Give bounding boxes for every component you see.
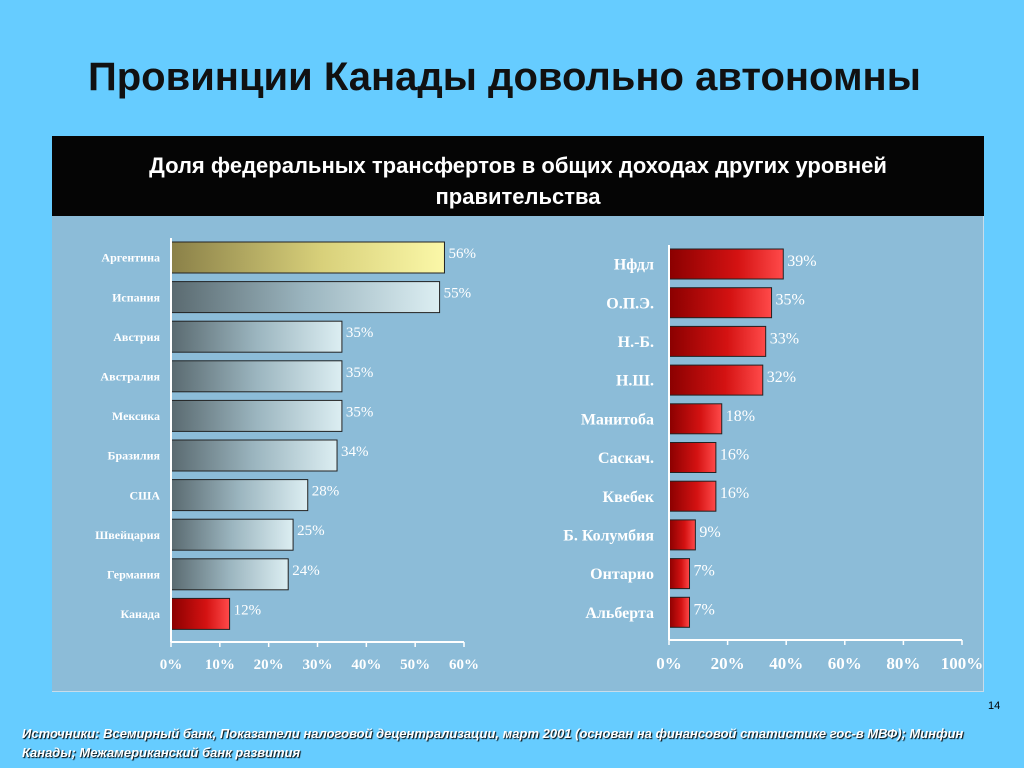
- category-label: Альберта: [585, 605, 654, 622]
- category-label: Саскач.: [598, 450, 654, 467]
- sources-note: Источники: Всемирный банк, Показатели на…: [22, 726, 964, 760]
- category-label: Манитоба: [581, 411, 654, 428]
- category-label: О.П.Э.: [606, 295, 654, 312]
- data-label: 35%: [776, 292, 805, 309]
- data-label: 39%: [787, 253, 816, 270]
- data-label: 12%: [234, 602, 262, 618]
- bar: [170, 518, 294, 551]
- category-label: Онтарио: [590, 566, 654, 583]
- data-label: 34%: [341, 444, 369, 460]
- bar: [170, 597, 231, 630]
- data-label: 35%: [346, 325, 374, 341]
- x-tick-label: 10%: [205, 657, 235, 673]
- category-label: Аргентина: [101, 251, 160, 265]
- data-label: 7%: [694, 601, 715, 618]
- x-tick-label: 40%: [351, 657, 381, 673]
- bar: [668, 287, 773, 319]
- data-label: 25%: [297, 523, 325, 539]
- bar: [668, 596, 691, 628]
- bar: [668, 248, 784, 280]
- category-label: США: [129, 488, 160, 502]
- chart-header: Доля федеральных трансфертов в общих дох…: [52, 136, 984, 216]
- x-tick-label: 0%: [656, 654, 682, 673]
- category-label: Б. Колумбия: [563, 528, 654, 545]
- page-number: 14: [988, 700, 1001, 712]
- bar: [170, 241, 445, 274]
- bar: [668, 403, 723, 435]
- bar: [170, 479, 309, 512]
- data-label: 24%: [292, 563, 320, 579]
- data-label: 9%: [699, 524, 720, 541]
- category-label: Мексика: [112, 409, 160, 423]
- data-label: 16%: [720, 447, 749, 464]
- bar: [170, 320, 343, 353]
- data-label: 35%: [346, 404, 374, 420]
- category-label: Испания: [112, 290, 160, 304]
- bar: [668, 480, 717, 512]
- x-tick-label: 60%: [828, 654, 862, 673]
- bar: [668, 325, 767, 357]
- bar: [668, 519, 696, 551]
- chart-header-line-2: правительства: [435, 184, 601, 209]
- x-tick-label: 40%: [769, 654, 803, 673]
- x-tick-label: 100%: [941, 654, 984, 673]
- bar: [170, 558, 289, 591]
- data-label: 55%: [444, 286, 472, 302]
- bar: [668, 558, 691, 590]
- bar: [170, 281, 441, 314]
- category-label: Австралия: [100, 370, 160, 384]
- category-label: Н.-Б.: [618, 334, 654, 351]
- category-label: Германия: [107, 568, 160, 582]
- category-label: Н.Ш.: [616, 373, 654, 390]
- slide-title: Провинции Канады довольно автономны: [88, 55, 921, 99]
- category-label: Канада: [120, 607, 160, 621]
- bar-chart-2: Нфдл 39% О.П.Э. 35% Н.-Б. 33% Н.Ш. 32% Манитоба 1…: [563, 245, 983, 673]
- bar: [170, 439, 338, 472]
- chart-header-line-1: Доля федеральных трансфертов в общих дох…: [149, 153, 887, 178]
- x-tick-label: 30%: [303, 657, 333, 673]
- data-label: 32%: [767, 369, 796, 386]
- category-label: Нфдл: [614, 257, 654, 274]
- category-label: Квебек: [603, 489, 655, 506]
- data-label: 16%: [720, 485, 749, 502]
- x-tick-label: 20%: [254, 657, 284, 673]
- bar: [170, 360, 343, 393]
- category-label: Австрия: [113, 330, 160, 344]
- x-tick-label: 60%: [449, 657, 479, 673]
- bar: [170, 399, 343, 432]
- x-tick-label: 20%: [711, 654, 745, 673]
- data-label: 33%: [770, 330, 799, 347]
- data-label: 18%: [726, 408, 755, 425]
- x-tick-label: 50%: [400, 657, 430, 673]
- data-label: 28%: [312, 484, 340, 500]
- data-label: 56%: [448, 246, 476, 262]
- bar: [668, 442, 717, 473]
- data-label: 35%: [346, 365, 374, 381]
- data-label: 7%: [694, 563, 715, 580]
- category-label: Бразилия: [108, 449, 161, 463]
- bar: [668, 364, 764, 396]
- bar-chart-1: Аргентина 56% Испания 55% Австрия 35% Австрали…: [95, 238, 479, 673]
- x-tick-label: 80%: [886, 654, 920, 673]
- x-tick-label: 0%: [160, 657, 183, 673]
- category-label: Швейцария: [95, 528, 160, 542]
